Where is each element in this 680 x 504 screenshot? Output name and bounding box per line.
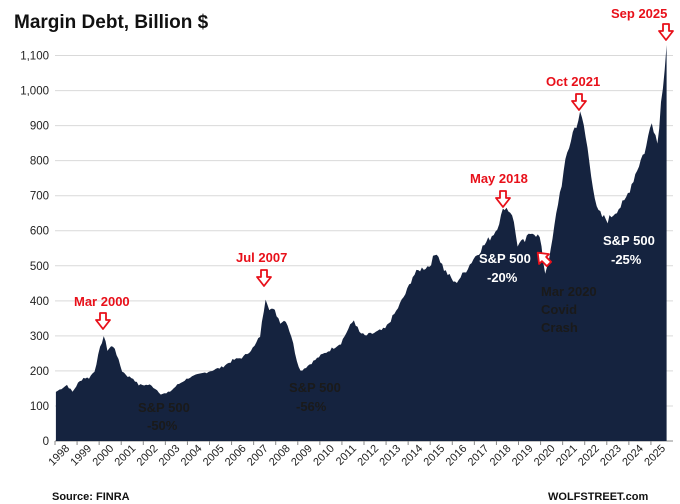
source-label: Source: FINRA [52, 491, 130, 503]
x-tick-label: 2003 [157, 443, 183, 469]
y-tick-label: 1,100 [20, 51, 49, 63]
y-axis-ticks: 0 100 200 300 400 500 600 700 800 900 1,000 1,100 [20, 51, 49, 448]
margin-debt-area [55, 45, 667, 441]
arrow-down-icon [571, 93, 587, 111]
x-tick-label: 2007 [245, 443, 271, 469]
annotation-sp-2009-label: S&P 500 [289, 380, 341, 395]
x-tick-label: 2023 [598, 443, 624, 469]
x-tick-label: 1999 [68, 443, 94, 469]
x-tick-label: 2017 [466, 443, 492, 469]
annotation-sp-2022-label: S&P 500 [603, 233, 655, 248]
y-tick-label: 800 [30, 156, 49, 168]
y-tick-label: 500 [30, 261, 49, 273]
x-tick-label: 2004 [179, 443, 205, 469]
y-tick-label: 100 [30, 401, 49, 413]
y-tick-label: 0 [43, 436, 49, 448]
annotation-may-2018: May 2018 [470, 171, 528, 186]
annotation-sp-2009-value: -56% [296, 399, 327, 414]
x-tick-label: 2019 [510, 443, 536, 469]
x-tick-label: 2011 [334, 443, 359, 468]
annotation-sp-2002-value: -50% [147, 418, 178, 433]
y-tick-label: 700 [30, 191, 49, 203]
x-tick-label: 2001 [113, 443, 139, 469]
annotation-jul-2007: Jul 2007 [236, 250, 287, 265]
x-axis-ticks: 1998199920002001200220032004200520062007… [46, 441, 668, 468]
x-tick-label: 2005 [201, 443, 227, 469]
x-tick-label: 2014 [400, 443, 426, 469]
x-tick-label: 2013 [377, 443, 403, 469]
y-tick-label: 600 [30, 226, 49, 238]
x-tick-label: 2016 [444, 443, 470, 469]
annotation-mar-2000: Mar 2000 [74, 294, 130, 309]
brand-label: WOLFSTREET.com [548, 491, 648, 503]
x-tick-label: 2002 [135, 443, 161, 469]
x-tick-label: 2024 [620, 443, 646, 469]
y-tick-label: 300 [30, 331, 49, 343]
annotation-oct-2021: Oct 2021 [546, 74, 600, 89]
y-tick-label: 1,000 [20, 86, 49, 98]
x-tick-label: 2015 [422, 443, 448, 469]
x-tick-label: 1998 [46, 443, 72, 469]
y-tick-label: 200 [30, 366, 49, 378]
x-tick-label: 2009 [289, 443, 315, 469]
x-tick-label: 2010 [311, 443, 337, 469]
y-tick-label: 900 [30, 121, 49, 133]
annotation-sp-2022-value: -25% [611, 252, 642, 267]
x-tick-label: 2008 [267, 443, 293, 469]
annotation-sp-2002-label: S&P 500 [138, 400, 190, 415]
annotation-covid-line1: Mar 2020 [541, 284, 597, 299]
arrow-up-left-icon [536, 251, 553, 268]
annotation-sp-2018-value: -20% [487, 270, 518, 285]
arrow-down-icon [495, 190, 511, 208]
y-tick-label: 400 [30, 296, 49, 308]
arrow-down-icon [256, 269, 272, 287]
x-tick-label: 2022 [576, 443, 602, 469]
area-series [55, 45, 667, 441]
chart-title: Margin Debt, Billion $ [14, 12, 209, 33]
x-tick-label: 2025 [642, 443, 668, 469]
arrow-down-icon [95, 312, 111, 330]
x-tick-label: 2006 [223, 443, 249, 469]
annotation-sp-2018-label: S&P 500 [479, 251, 531, 266]
x-tick-label: 2012 [355, 443, 381, 469]
annotation-covid-line2: Covid [541, 302, 577, 317]
x-tick-label: 2000 [91, 443, 117, 469]
x-tick-label: 2018 [488, 443, 514, 469]
x-tick-label: 2020 [532, 443, 558, 469]
annotation-covid-line3: Crash [541, 320, 578, 335]
arrow-down-icon [658, 23, 674, 41]
annotation-sep-2025: Sep 2025 [611, 6, 667, 21]
x-tick-label: 2021 [554, 443, 580, 469]
